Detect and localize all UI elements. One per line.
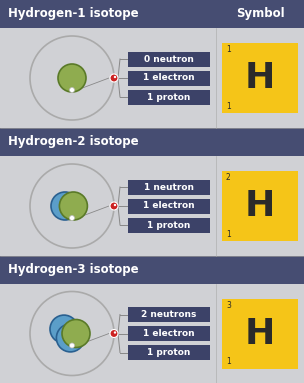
Text: H: H [245,316,275,350]
FancyBboxPatch shape [0,156,304,256]
Text: 1: 1 [226,230,231,239]
FancyBboxPatch shape [0,0,304,28]
Circle shape [110,202,118,210]
Circle shape [70,87,74,93]
Text: 1: 1 [226,45,231,54]
FancyBboxPatch shape [0,256,304,284]
Text: 2: 2 [226,173,231,182]
FancyBboxPatch shape [128,218,210,232]
Text: 2 neutrons: 2 neutrons [141,310,197,319]
Text: H: H [245,189,275,223]
Text: 1 electron: 1 electron [143,74,195,82]
FancyBboxPatch shape [128,307,210,322]
Circle shape [58,64,86,92]
FancyBboxPatch shape [128,180,210,195]
Text: 1 proton: 1 proton [147,348,191,357]
Text: 1: 1 [226,102,231,111]
Circle shape [110,329,118,337]
Circle shape [59,192,88,220]
FancyBboxPatch shape [222,43,298,113]
Circle shape [51,192,79,220]
Text: 1 proton: 1 proton [147,93,191,101]
Text: Hydrogen-2 isotope: Hydrogen-2 isotope [8,136,139,149]
FancyBboxPatch shape [128,345,210,360]
Circle shape [114,76,116,78]
FancyBboxPatch shape [128,326,210,341]
Text: 0 neutron: 0 neutron [144,54,194,64]
Circle shape [50,315,78,343]
Circle shape [62,319,90,347]
FancyBboxPatch shape [0,128,304,156]
FancyBboxPatch shape [0,28,304,128]
Text: 1 neutron: 1 neutron [144,183,194,192]
FancyBboxPatch shape [128,198,210,213]
FancyBboxPatch shape [128,51,210,67]
Circle shape [70,216,74,221]
Text: Hydrogen-3 isotope: Hydrogen-3 isotope [8,264,139,277]
FancyBboxPatch shape [0,284,304,383]
Text: 1 proton: 1 proton [147,221,191,229]
Text: H: H [245,61,275,95]
FancyBboxPatch shape [222,171,298,241]
FancyBboxPatch shape [128,70,210,85]
Text: Symbol: Symbol [236,8,284,21]
Circle shape [114,204,116,206]
Text: 1 electron: 1 electron [143,329,195,338]
Circle shape [70,343,74,348]
Circle shape [110,74,118,82]
Text: 1: 1 [226,357,231,367]
Circle shape [114,331,116,334]
Text: 3: 3 [226,301,231,309]
Text: Hydrogen-1 isotope: Hydrogen-1 isotope [8,8,139,21]
FancyBboxPatch shape [222,298,298,368]
FancyBboxPatch shape [128,90,210,105]
Text: 1 electron: 1 electron [143,201,195,211]
Circle shape [57,324,85,352]
